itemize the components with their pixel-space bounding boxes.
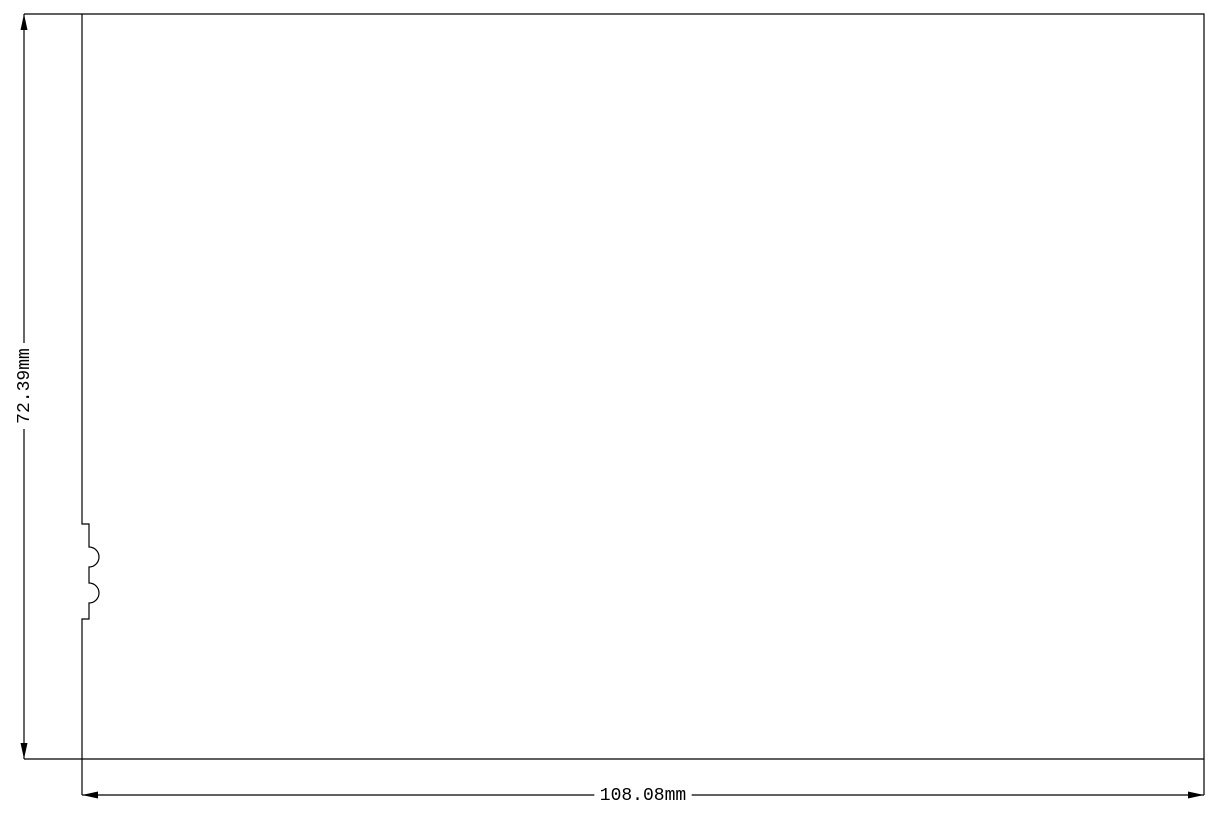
dim-v-label: 72.39mm (15, 348, 35, 424)
part-outline (82, 14, 1204, 759)
dim-h-label: 108.08mm (600, 786, 686, 806)
